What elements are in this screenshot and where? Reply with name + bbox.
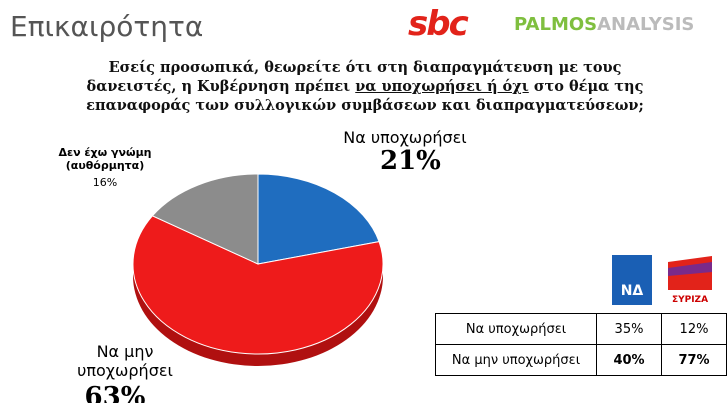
cell: 77% <box>661 344 727 376</box>
pie <box>132 173 384 355</box>
table-row: Να μην υποχωρήσει 40% 77% <box>435 344 727 376</box>
nd-logo <box>612 255 652 305</box>
question-underlined: να υποχωρήσει ή όχι <box>355 78 529 95</box>
cell: 35% <box>596 313 662 345</box>
logo-part: PALMOS <box>514 14 598 35</box>
logo-sbc: sbc <box>408 4 469 44</box>
syriza-label: ΣΥΡΙΖΑ <box>672 295 708 305</box>
slice-label: Να μην υποχωρήσει <box>77 342 173 380</box>
pie-slice <box>151 173 259 265</box>
cell: 12% <box>661 313 727 345</box>
cell: 40% <box>596 344 662 376</box>
logo-palmos: PALMOSANALYSIS <box>514 14 694 35</box>
pie-slice <box>132 215 384 355</box>
page-title: Επικαιρότητα <box>10 10 204 43</box>
pie-slice <box>257 173 380 265</box>
cell: Να μην υποχωρήσει <box>435 344 597 376</box>
cell: Να υποχωρήσει <box>435 313 597 345</box>
slice-label: Δεν έχω γνώμη (αυθόρμητα) <box>58 146 152 172</box>
question-part: Εσείς προσωπικά, θεωρείτε ότι στη διαπρα… <box>86 59 622 95</box>
table-row: Να υποχωρήσει 35% 12% <box>435 313 727 345</box>
question-part: στο θέμα της επαναφοράς των συλλογικών σ… <box>86 78 644 114</box>
syriza-stripe <box>668 262 712 276</box>
slice-value: 16% <box>92 176 118 189</box>
slice-value: 63% <box>84 382 146 403</box>
slice-value: 21% <box>380 146 441 176</box>
slice-label: Να υποχωρήσει <box>343 128 467 147</box>
question: Εσείς προσωπικά, θεωρείτε ότι στη διαπρα… <box>80 58 650 115</box>
nd-label: ΝΔ <box>621 283 644 299</box>
logo-part: ANALYSIS <box>597 14 695 35</box>
table: Να υποχωρήσει 35% 12% Να μην υποχωρήσει 40%… <box>435 313 727 376</box>
